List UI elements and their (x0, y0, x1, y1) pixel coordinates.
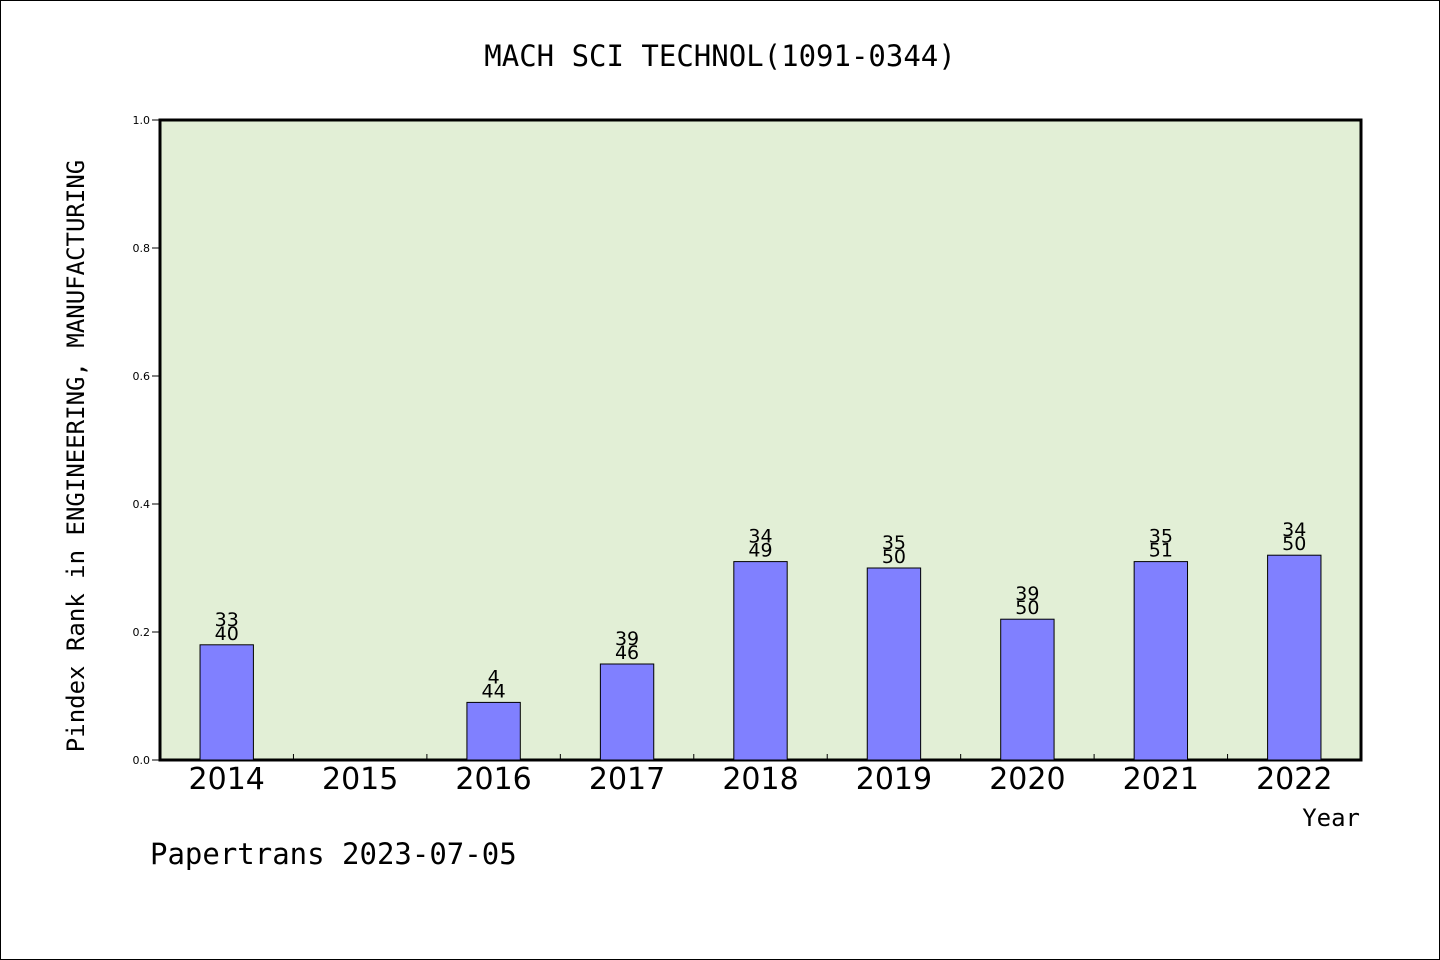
data-label-top: 39 (615, 628, 639, 650)
x-tick-label: 2019 (856, 762, 932, 797)
data-label-bottom: 46 (615, 642, 639, 664)
y-tick-label: 0.2 (133, 626, 151, 639)
bar (199, 644, 254, 761)
data-label-top: 34 (748, 526, 772, 548)
y-tick-label: 1.0 (133, 114, 151, 127)
footer-credit: Papertrans 2023-07-05 (150, 837, 517, 871)
data-label-top: 34 (1282, 519, 1306, 541)
x-tick-label: 2018 (722, 762, 798, 797)
bar (866, 567, 922, 761)
y-tick-label: 0.0 (133, 754, 151, 767)
x-tick-label: 2015 (322, 762, 398, 797)
data-label-top: 39 (1015, 583, 1039, 605)
data-label-top: 35 (882, 532, 906, 554)
y-axis-label: Pindex Rank in ENGINEERING, MANUFACTURIN… (62, 160, 90, 752)
ticks-layer: 0.0 0.2 0.4 0.6 0.8 1.0 2014 2015 2016 2017 2018 20… (133, 114, 1333, 797)
x-tick-label: 2022 (1256, 762, 1332, 797)
data-label-bottom: 51 (1149, 540, 1173, 562)
y-tick-label: 0.4 (133, 498, 151, 511)
chart-title: MACH SCI TECHNOL(1091-0344) (484, 39, 955, 73)
data-label-top: 4 (488, 666, 500, 688)
x-tick-label: 2014 (189, 762, 265, 797)
data-label-bottom: 40 (215, 623, 239, 645)
bar (1133, 561, 1189, 761)
bar (733, 561, 788, 761)
bar (599, 663, 655, 761)
data-label-bottom: 50 (882, 546, 906, 568)
data-label-bottom: 44 (482, 680, 506, 702)
data-label-bottom: 50 (1015, 597, 1039, 619)
data-label-bottom: 50 (1282, 533, 1306, 555)
data-label-bottom: 49 (748, 540, 772, 562)
x-axis-label: Year (1302, 804, 1360, 832)
data-label-top: 35 (1149, 526, 1173, 548)
x-tick-label: 2020 (989, 762, 1065, 797)
y-tick-label: 0.8 (133, 242, 151, 255)
x-tick-label: 2017 (589, 762, 665, 797)
x-tick-label: 2016 (455, 762, 531, 797)
bar (466, 701, 521, 761)
x-tick-label: 2021 (1123, 762, 1199, 797)
y-tick-label: 0.6 (133, 370, 151, 383)
bar (1267, 554, 1322, 761)
bar (1000, 618, 1055, 761)
data-label-top: 33 (215, 609, 239, 631)
